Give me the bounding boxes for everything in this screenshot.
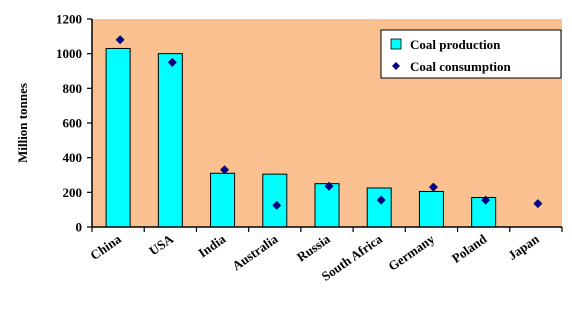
bar-china (105, 47, 131, 228)
category-label: Japan (505, 231, 542, 263)
marker-australia (272, 200, 282, 210)
y-tick-label: 400 (63, 150, 83, 165)
marker-usa (167, 57, 177, 67)
legend-box (380, 29, 562, 79)
y-tick-label: 800 (63, 81, 83, 96)
bar-south-africa (366, 187, 392, 228)
legend-label-production: Coal production (410, 37, 501, 52)
legend-label-consumption: Coal consumption (410, 59, 512, 74)
legend: Coal production Coal consumption (380, 29, 562, 79)
category-label: Poland (449, 231, 490, 266)
marker-germany (428, 182, 438, 192)
marker-india (220, 165, 230, 175)
category-label: Australia (229, 231, 281, 273)
legend-bar-swatch (390, 38, 402, 50)
category-label: USA (146, 231, 176, 259)
y-tick-label: 1200 (56, 12, 82, 27)
category-label: China (87, 231, 124, 263)
bar-germany (418, 190, 444, 228)
y-tick-label: 0 (76, 220, 83, 235)
category-label: Russia (294, 231, 333, 265)
marker-russia (324, 181, 334, 191)
category-label: Germany (385, 231, 437, 274)
bar-russia (314, 183, 340, 228)
category-label: India (195, 231, 228, 261)
marker-japan (533, 199, 543, 209)
bar-india (210, 172, 236, 228)
y-tick-label: 200 (63, 185, 83, 200)
marker-south-africa (376, 195, 386, 205)
y-axis-label: Million tonnes (15, 83, 30, 163)
bar-australia (262, 173, 288, 228)
legend-marker-swatch (392, 62, 400, 70)
bar-usa (157, 53, 183, 228)
marker-poland (481, 195, 491, 205)
y-tick-label: 1000 (56, 46, 82, 61)
y-tick-label: 600 (63, 116, 83, 131)
marker-china (115, 35, 125, 45)
